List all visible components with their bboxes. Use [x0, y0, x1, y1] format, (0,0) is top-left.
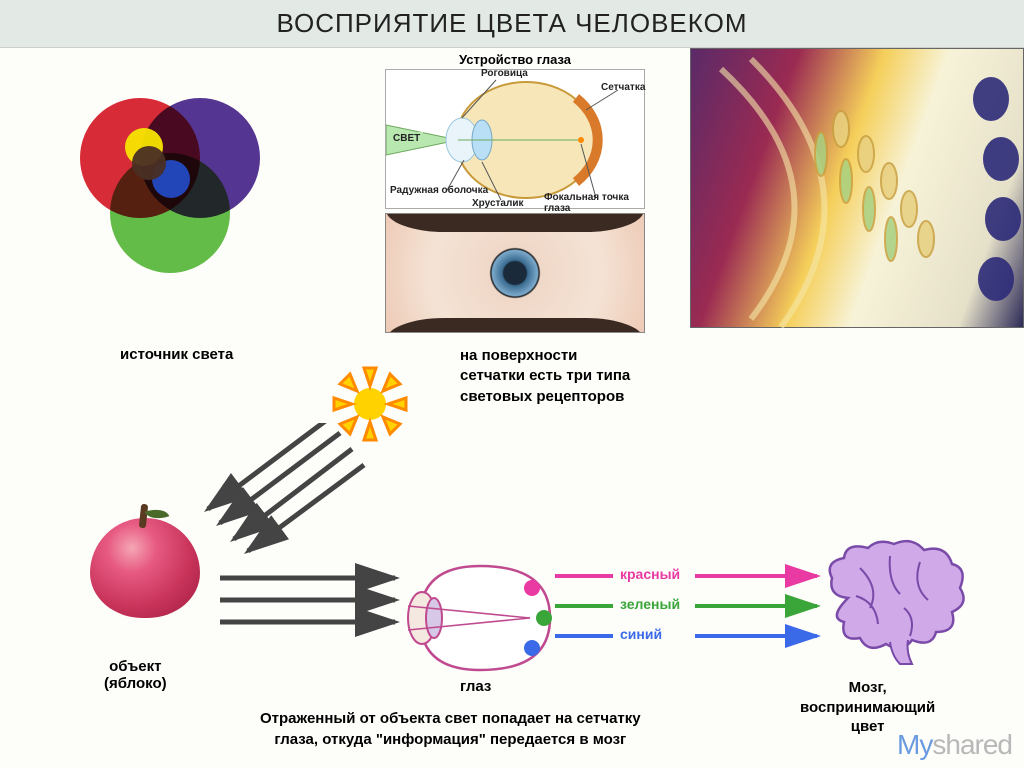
eye-structure-panel: Устройство глаза	[340, 48, 690, 328]
eye-cross-section	[400, 558, 560, 678]
apple-object	[90, 518, 220, 648]
flow-caption: Отраженный от объекта свет попадает на с…	[260, 708, 641, 750]
apple-label: объект (яблоко)	[104, 658, 167, 692]
brain-label: Мозг, воспринимающий цвет	[800, 678, 935, 737]
eye-photo	[385, 213, 645, 333]
apple-leaf	[145, 505, 170, 523]
watermark-part1: My	[897, 729, 932, 760]
page-title: ВОСПРИЯТИЕ ЦВЕТА ЧЕЛОВЕКОМ	[0, 0, 1024, 48]
brain	[820, 538, 970, 668]
lbl-lens: Хрусталик	[472, 198, 523, 209]
retina-cross-section	[690, 48, 1024, 328]
eye-cross-label: глаз	[460, 678, 491, 695]
venn-diagram	[70, 88, 270, 288]
lbl-light: СВЕТ	[390, 132, 423, 145]
apple-label-line2: (яблоко)	[104, 675, 167, 692]
watermark: Myshared	[897, 729, 1012, 761]
lbl-cornea: Роговица	[481, 68, 528, 79]
eye-structure-title: Устройство глаза	[340, 52, 690, 67]
watermark-part2: shared	[932, 729, 1012, 760]
lbl-iris: Радужная оболочка	[390, 185, 488, 196]
perception-flow: источник света на поверхности сетчатки е…	[0, 328, 1024, 748]
top-row: Устройство глаза	[0, 48, 1024, 328]
retina-receptors-text: на поверхности сетчатки есть три типа св…	[460, 346, 630, 407]
arrows-eye-to-brain	[555, 562, 835, 662]
apple-body	[90, 518, 200, 618]
arrows-sun-to-apple	[200, 423, 370, 563]
arrows-apple-to-eye	[220, 560, 410, 640]
apple-label-line1: объект	[109, 658, 161, 675]
venn-overlap-center	[132, 146, 166, 180]
lbl-retina: Сетчатка	[601, 82, 645, 93]
eye-structure-diagram: Роговица СВЕТ Радужная оболочка Хрустали…	[385, 69, 645, 209]
lbl-focal: Фокальная точка глаза	[544, 192, 644, 214]
light-source-label: источник света	[120, 346, 233, 363]
apple-stem	[139, 504, 148, 529]
venn-diagram-area	[0, 48, 340, 328]
